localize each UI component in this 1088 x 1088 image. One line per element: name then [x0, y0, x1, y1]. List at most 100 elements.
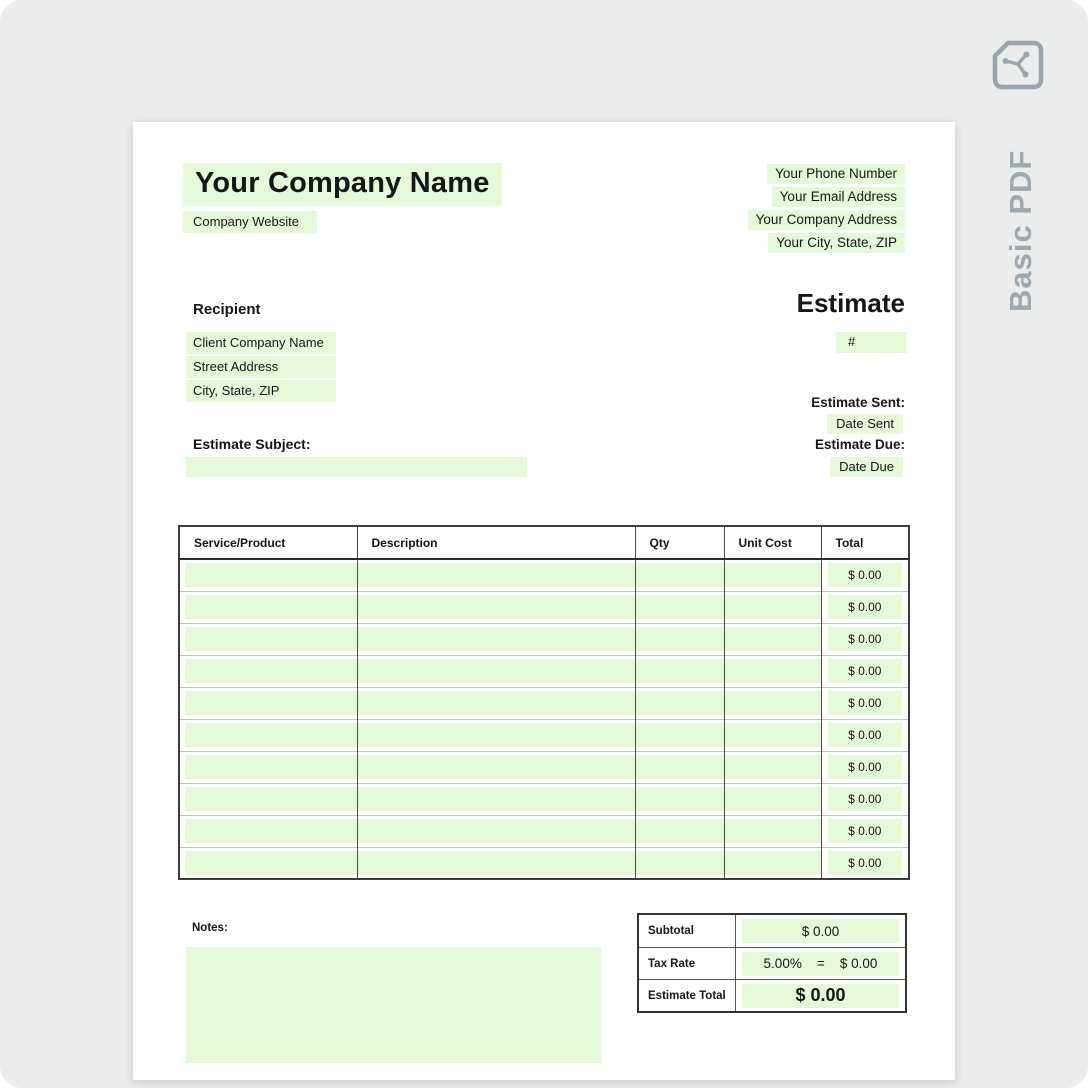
email-address-field[interactable]: Your Email Address: [771, 187, 905, 207]
table-row: $ 0.00: [179, 559, 909, 591]
tax-rate-percent[interactable]: 5.00%: [763, 956, 802, 971]
row-total-value: $ 0.00: [827, 595, 902, 619]
table-row: $ 0.00: [179, 750, 909, 783]
company-name-field[interactable]: Your Company Name: [183, 163, 502, 206]
unit-cost-input[interactable]: [724, 691, 821, 715]
row-total-value: $ 0.00: [827, 755, 902, 779]
service-product-input[interactable]: [185, 627, 357, 651]
estimate-sent-label: Estimate Sent:: [811, 395, 905, 410]
qty-input[interactable]: [635, 850, 724, 875]
description-input[interactable]: [357, 723, 635, 747]
client-street-address-field[interactable]: Street Address: [186, 356, 336, 378]
qty-input[interactable]: [635, 563, 724, 588]
pdf-file-icon: [992, 40, 1044, 90]
qty-input[interactable]: [635, 691, 724, 715]
col-header-service-product: Service/Product: [179, 526, 357, 560]
service-product-input[interactable]: [185, 691, 357, 715]
service-product-input[interactable]: [185, 850, 357, 875]
estimate-subject-field[interactable]: [186, 457, 527, 477]
col-header-unit-cost: Unit Cost: [723, 526, 821, 560]
estimate-document-page: Your Company Name Company Website Your P…: [133, 122, 955, 1080]
col-header-description: Description: [356, 526, 635, 560]
qty-input[interactable]: [635, 723, 724, 747]
table-row: $ 0.00: [179, 654, 909, 687]
unit-cost-input[interactable]: [724, 627, 821, 651]
client-city-state-zip-field[interactable]: City, State, ZIP: [186, 380, 336, 402]
estimate-total-row: Estimate Total $ 0.00: [639, 979, 905, 1011]
service-product-input[interactable]: [185, 563, 357, 588]
unit-cost-input[interactable]: [724, 563, 821, 588]
estimate-due-label: Estimate Due:: [814, 437, 905, 452]
service-product-input[interactable]: [185, 659, 357, 683]
basic-pdf-watermark: Basic PDF: [1003, 149, 1038, 312]
row-total-value: $ 0.00: [827, 787, 902, 811]
description-input[interactable]: [357, 755, 635, 779]
service-product-input[interactable]: [185, 723, 357, 747]
row-total-value: $ 0.00: [827, 819, 902, 843]
col-header-total: Total: [820, 526, 909, 560]
unit-cost-input[interactable]: [724, 819, 821, 843]
equals-sign: =: [816, 956, 825, 971]
table-header-row: Service/Product Description Qty Unit Cos…: [179, 526, 909, 560]
estimate-title: Estimate: [796, 288, 905, 318]
service-product-input[interactable]: [185, 819, 357, 843]
date-due-field[interactable]: Date Due: [830, 457, 903, 477]
recipient-fields: Client Company Name Street Address City,…: [186, 332, 336, 404]
city-state-zip-field[interactable]: Your City, State, ZIP: [768, 233, 905, 253]
notes-input-box[interactable]: [186, 947, 601, 1063]
company-contact-list: Your Phone Number Your Email Address You…: [747, 164, 905, 256]
unit-cost-input[interactable]: [724, 595, 821, 619]
unit-cost-input[interactable]: [724, 850, 821, 875]
service-product-input[interactable]: [185, 755, 357, 779]
unit-cost-input[interactable]: [724, 755, 821, 779]
description-input[interactable]: [357, 691, 635, 715]
table-row: $ 0.00: [179, 846, 909, 879]
client-company-name-field[interactable]: Client Company Name: [186, 332, 336, 354]
table-row: $ 0.00: [179, 718, 909, 751]
subtotal-row: Subtotal $ 0.00: [639, 915, 905, 947]
description-input[interactable]: [357, 659, 635, 683]
service-product-input[interactable]: [185, 787, 357, 811]
qty-input[interactable]: [635, 787, 724, 811]
unit-cost-input[interactable]: [724, 659, 821, 683]
row-total-value: $ 0.00: [827, 691, 902, 715]
qty-input[interactable]: [635, 595, 724, 619]
table-row: $ 0.00: [179, 782, 909, 815]
description-input[interactable]: [357, 787, 635, 811]
row-total-value: $ 0.00: [827, 627, 902, 651]
table-row: $ 0.00: [179, 590, 909, 623]
subtotal-label: Subtotal: [639, 915, 736, 947]
company-website-field[interactable]: Company Website: [183, 211, 317, 233]
tax-rate-row: Tax Rate 5.00% = $ 0.00: [639, 947, 905, 979]
table-row: $ 0.00: [179, 622, 909, 655]
description-input[interactable]: [357, 850, 635, 875]
unit-cost-input[interactable]: [724, 787, 821, 811]
qty-input[interactable]: [635, 755, 724, 779]
date-sent-field[interactable]: Date Sent: [827, 414, 903, 434]
estimate-total-label: Estimate Total: [639, 980, 736, 1011]
notes-label: Notes:: [192, 922, 228, 934]
unit-cost-input[interactable]: [724, 723, 821, 747]
description-input[interactable]: [357, 819, 635, 843]
row-total-value: $ 0.00: [827, 723, 902, 747]
row-total-value: $ 0.00: [827, 850, 902, 875]
tax-amount-value: $ 0.00: [839, 956, 878, 971]
line-items-table: Service/Product Description Qty Unit Cos…: [178, 525, 910, 880]
tax-rate-value-group: 5.00% = $ 0.00: [742, 951, 899, 976]
table-row: $ 0.00: [179, 814, 909, 847]
estimate-number-field[interactable]: #: [836, 332, 907, 353]
qty-input[interactable]: [635, 627, 724, 651]
company-address-field[interactable]: Your Company Address: [747, 210, 905, 230]
description-input[interactable]: [357, 595, 635, 619]
qty-input[interactable]: [635, 659, 724, 683]
service-product-input[interactable]: [185, 595, 357, 619]
description-input[interactable]: [357, 627, 635, 651]
subtotal-value: $ 0.00: [742, 919, 899, 943]
qty-input[interactable]: [635, 819, 724, 843]
tax-rate-label: Tax Rate: [639, 948, 736, 979]
recipient-heading: Recipient: [193, 301, 261, 318]
totals-summary-box: Subtotal $ 0.00 Tax Rate 5.00% = $ 0.00 …: [637, 913, 907, 1013]
description-input[interactable]: [357, 563, 635, 588]
phone-number-field[interactable]: Your Phone Number: [767, 164, 905, 184]
row-total-value: $ 0.00: [827, 659, 902, 683]
